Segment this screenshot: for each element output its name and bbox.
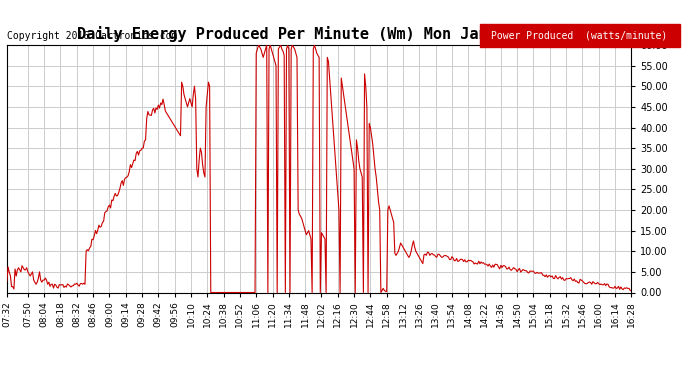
Text: Copyright 2016 Cartronics.com: Copyright 2016 Cartronics.com <box>7 32 177 41</box>
Title: Daily Energy Produced Per Minute (Wm) Mon Jan 4 16:35: Daily Energy Produced Per Minute (Wm) Mo… <box>77 27 561 42</box>
Text: Power Produced  (watts/minute): Power Produced (watts/minute) <box>491 30 668 40</box>
